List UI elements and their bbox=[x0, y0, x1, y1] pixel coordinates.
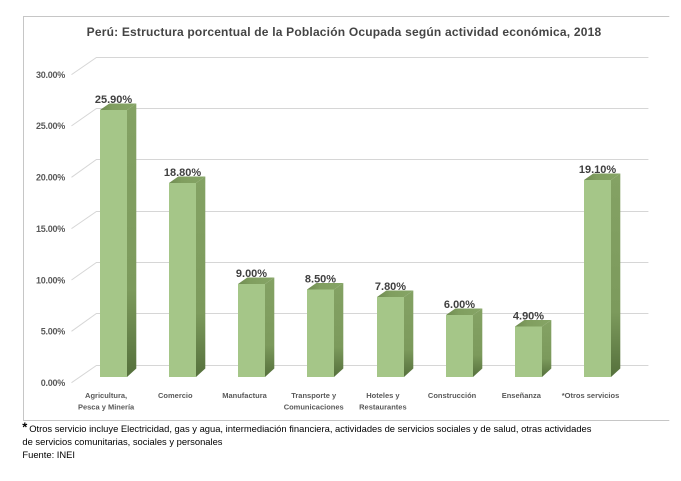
svg-text:30.00%: 30.00% bbox=[36, 70, 65, 80]
svg-text:Comunicaciones: Comunicaciones bbox=[284, 403, 344, 412]
svg-text:Agricultura,: Agricultura, bbox=[85, 391, 127, 400]
svg-text:25.00%: 25.00% bbox=[36, 121, 65, 131]
svg-text:5.00%: 5.00% bbox=[41, 327, 66, 337]
svg-text:Comercio: Comercio bbox=[158, 391, 193, 400]
svg-text:Perú: Estructura porcentual de: Perú: Estructura porcentual de la Poblac… bbox=[87, 25, 602, 39]
svg-text:Restaurantes: Restaurantes bbox=[359, 403, 407, 412]
svg-text:10.00%: 10.00% bbox=[36, 275, 65, 285]
svg-text:9.00%: 9.00% bbox=[236, 268, 267, 280]
svg-text:*: * bbox=[22, 420, 28, 435]
svg-text:Pesca y Minería: Pesca y Minería bbox=[78, 403, 135, 412]
svg-text:4.90%: 4.90% bbox=[513, 310, 544, 322]
svg-text:Transporte y: Transporte y bbox=[291, 391, 337, 400]
svg-text:8.50%: 8.50% bbox=[305, 273, 336, 285]
svg-text:Otros servicio incluye Electri: Otros servicio incluye Electricidad, gas… bbox=[29, 423, 592, 434]
svg-text:20.00%: 20.00% bbox=[36, 173, 65, 183]
svg-text:0.00%: 0.00% bbox=[41, 378, 66, 388]
svg-text:19.10%: 19.10% bbox=[579, 164, 617, 176]
svg-text:25.90%: 25.90% bbox=[95, 94, 133, 106]
svg-text:Fuente: INEI: Fuente: INEI bbox=[22, 449, 75, 460]
svg-text:18.80%: 18.80% bbox=[164, 167, 202, 179]
svg-text:15.00%: 15.00% bbox=[36, 224, 65, 234]
svg-text:Enseñanza: Enseñanza bbox=[502, 391, 542, 400]
svg-text:Manufactura: Manufactura bbox=[222, 391, 267, 400]
svg-text:de servicios comunitarias, soc: de servicios comunitarias, sociales y pe… bbox=[22, 436, 222, 447]
svg-text:*Otros servicios: *Otros servicios bbox=[562, 391, 620, 400]
svg-text:7.80%: 7.80% bbox=[375, 281, 406, 293]
svg-text:6.00%: 6.00% bbox=[444, 299, 475, 311]
svg-text:Hoteles y: Hoteles y bbox=[366, 391, 400, 400]
svg-text:Construcción: Construcción bbox=[428, 391, 477, 400]
